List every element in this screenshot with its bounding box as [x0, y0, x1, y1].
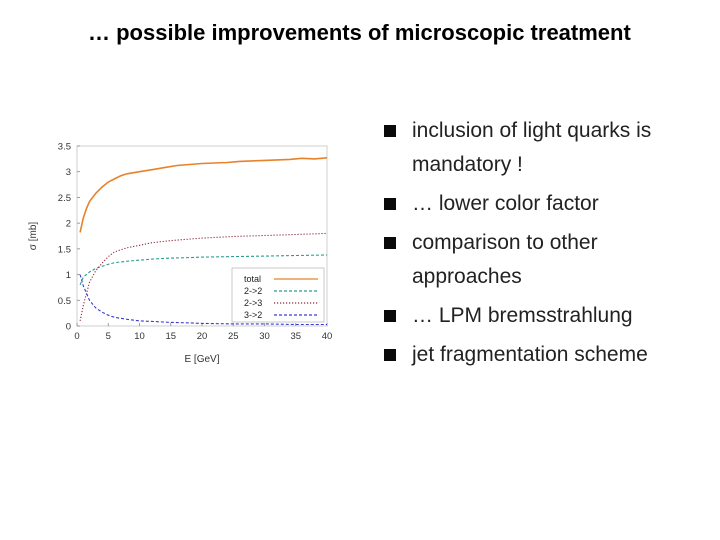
- legend-label: 3->2: [244, 310, 262, 320]
- legend-label: 2->2: [244, 286, 262, 296]
- bullet-text: … LPM bremsstrahlung: [412, 304, 633, 327]
- bullet-text: inclusion of light quarks is mandatory !: [412, 119, 652, 176]
- chart-legend: total 2->2 2->3 3->2: [231, 267, 325, 323]
- x-tick-label: 40: [322, 331, 333, 342]
- slide-title: … possible improvements of microscopic t…: [88, 20, 631, 45]
- y-tick-label: 2: [66, 219, 71, 230]
- bullet-list: inclusion of light quarks is mandatory !…: [384, 114, 704, 377]
- bullet-item: comparison to other approaches: [384, 226, 704, 294]
- series-line-3-2: [79, 274, 327, 326]
- bullet-item: inclusion of light quarks is mandatory !: [384, 114, 704, 182]
- x-tick-label: 25: [228, 331, 239, 342]
- y-tick-label: 0.5: [58, 296, 71, 307]
- legend-label: total: [244, 274, 261, 284]
- x-tick-label: 5: [106, 331, 111, 342]
- x-tick-label: 35: [290, 331, 301, 342]
- bullet-square-icon: [384, 310, 396, 322]
- x-tick-label: 20: [197, 331, 208, 342]
- y-tick-label: 2.5: [58, 193, 71, 204]
- series-line-2-2: [79, 254, 328, 286]
- y-axis-label: σ [mb]: [28, 222, 39, 251]
- x-tick-label: 30: [259, 331, 270, 342]
- y-tick-label: 1: [66, 270, 71, 281]
- y-tick-label: 3: [66, 167, 71, 178]
- y-tick-label: 0: [66, 322, 71, 333]
- bullet-item: … lower color factor: [384, 187, 704, 221]
- bullet-text: comparison to other approaches: [412, 231, 598, 288]
- x-tick-label: 15: [165, 331, 176, 342]
- bullet-square-icon: [384, 349, 396, 361]
- x-tick-label: 0: [74, 331, 79, 342]
- bullet-square-icon: [384, 125, 396, 137]
- bullet-square-icon: [384, 237, 396, 249]
- legend-label: 2->3: [244, 298, 262, 308]
- bullet-item: jet fragmentation scheme: [384, 338, 704, 372]
- legend-box: [231, 267, 325, 323]
- bullet-text: jet fragmentation scheme: [412, 343, 648, 366]
- bullet-item: … LPM bremsstrahlung: [384, 299, 704, 333]
- y-tick-label: 1.5: [58, 244, 71, 255]
- bullet-square-icon: [384, 198, 396, 210]
- series-line-total: [79, 157, 328, 233]
- x-axis-label: E [GeV]: [184, 354, 219, 365]
- bullet-text: … lower color factor: [412, 192, 599, 215]
- y-tick-label: 3.5: [58, 142, 71, 153]
- series-line-2-3: [79, 232, 328, 322]
- x-tick-label: 10: [134, 331, 145, 342]
